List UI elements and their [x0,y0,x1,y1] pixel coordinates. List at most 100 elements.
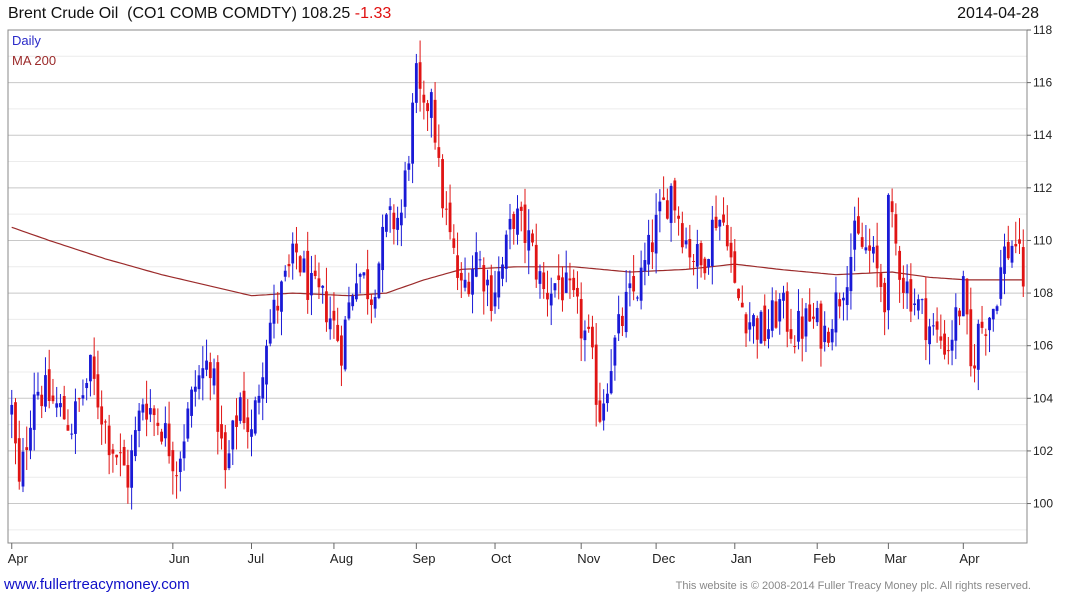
candle-body [767,329,770,339]
candle-body [763,305,767,342]
candle-body [864,247,868,251]
candle-body [797,310,800,342]
candle-body [591,326,594,348]
candle-body [433,99,437,143]
candle-body [148,408,152,415]
candle-body [531,233,534,243]
x-tick-label: Dec [652,551,676,566]
candle-body [295,243,298,253]
candle-body [272,299,276,324]
candle-body [534,244,538,280]
candle-body [1014,244,1018,247]
candle-body [36,391,40,396]
candle-body [654,214,658,254]
candle-body [785,291,789,332]
candle-body [650,242,654,253]
candle-body [684,240,688,245]
candle-body [25,447,29,451]
gridlines [8,29,1027,531]
candle-body [283,270,287,277]
candle-body [493,292,497,307]
candle-body [976,323,980,370]
candle-body [602,403,606,421]
candle-body [572,277,576,291]
candle-body [677,215,680,219]
chart-date: 2014-04-28 [957,5,1039,22]
y-tick-label: 114 [1033,128,1052,142]
candle-body [122,446,126,466]
candle-body [414,63,418,103]
candle-body [178,458,182,472]
candle-body [647,234,651,265]
candle-body [568,278,572,281]
candle-body [755,318,759,340]
candle-body [905,281,909,294]
candle-body [497,271,501,298]
candle-body [935,321,939,330]
candle-body [501,264,504,279]
candle-body [916,299,920,311]
candle-body [325,291,328,323]
candle-body [624,291,628,333]
candle-body [722,214,725,223]
candle-body [167,423,171,457]
ma200-layer [11,226,1024,297]
candle-body [523,204,527,243]
y-tick-label: 106 [1033,339,1053,353]
candle-body [946,350,950,352]
candle-body [549,293,553,306]
candle-body [77,398,81,400]
candle-body [688,239,692,258]
candle-body [819,303,823,349]
candle-body [546,292,549,300]
candle-body [845,287,849,305]
candle-body [576,287,579,297]
candle-body [384,214,388,232]
candle-body [898,250,902,280]
candle-body [145,403,149,420]
candle-body [10,404,14,415]
candle-body [504,234,508,269]
y-tick-label: 112 [1033,181,1052,195]
candle-body [220,424,223,439]
y-tick-label: 104 [1033,391,1053,405]
candle-body [827,331,830,343]
candle-body [669,185,673,223]
candle-body [564,272,568,293]
candle-body [965,278,969,315]
x-tick-label: Apr [8,551,29,566]
candle-body [133,430,137,457]
candle-body [74,401,77,434]
candle-body [991,308,995,320]
candle-body [381,226,385,271]
chart-title-line: Brent Crude Oil (CO1 COMB COMDTY) 108.25… [8,5,391,23]
candle-body [931,325,935,327]
candle-body [201,368,205,379]
candle-body [804,308,808,337]
candle-body [280,281,283,312]
candle-body [21,451,25,487]
candle-body [104,421,107,423]
candle-body [673,180,677,211]
candle-body [598,400,602,422]
candle-body [418,62,422,89]
website-link[interactable]: www.fullertreacymoney.com [4,576,190,593]
candle-body [1010,245,1014,263]
candle-body [407,163,411,170]
x-tick-label: Jan [731,551,752,566]
y-tick-label: 110 [1033,233,1052,247]
candle-body [980,321,984,328]
candle-body [740,302,744,308]
candle-body [253,400,257,434]
candle-body [680,223,684,248]
candle-body [100,406,104,425]
candle-body [961,276,965,317]
candle-body [171,450,175,472]
candle-body [40,394,44,407]
candle-body [291,243,295,264]
candle-body [478,259,482,261]
candle-body [107,425,111,456]
candle-body [471,268,474,295]
x-tick-label: Nov [577,551,601,566]
